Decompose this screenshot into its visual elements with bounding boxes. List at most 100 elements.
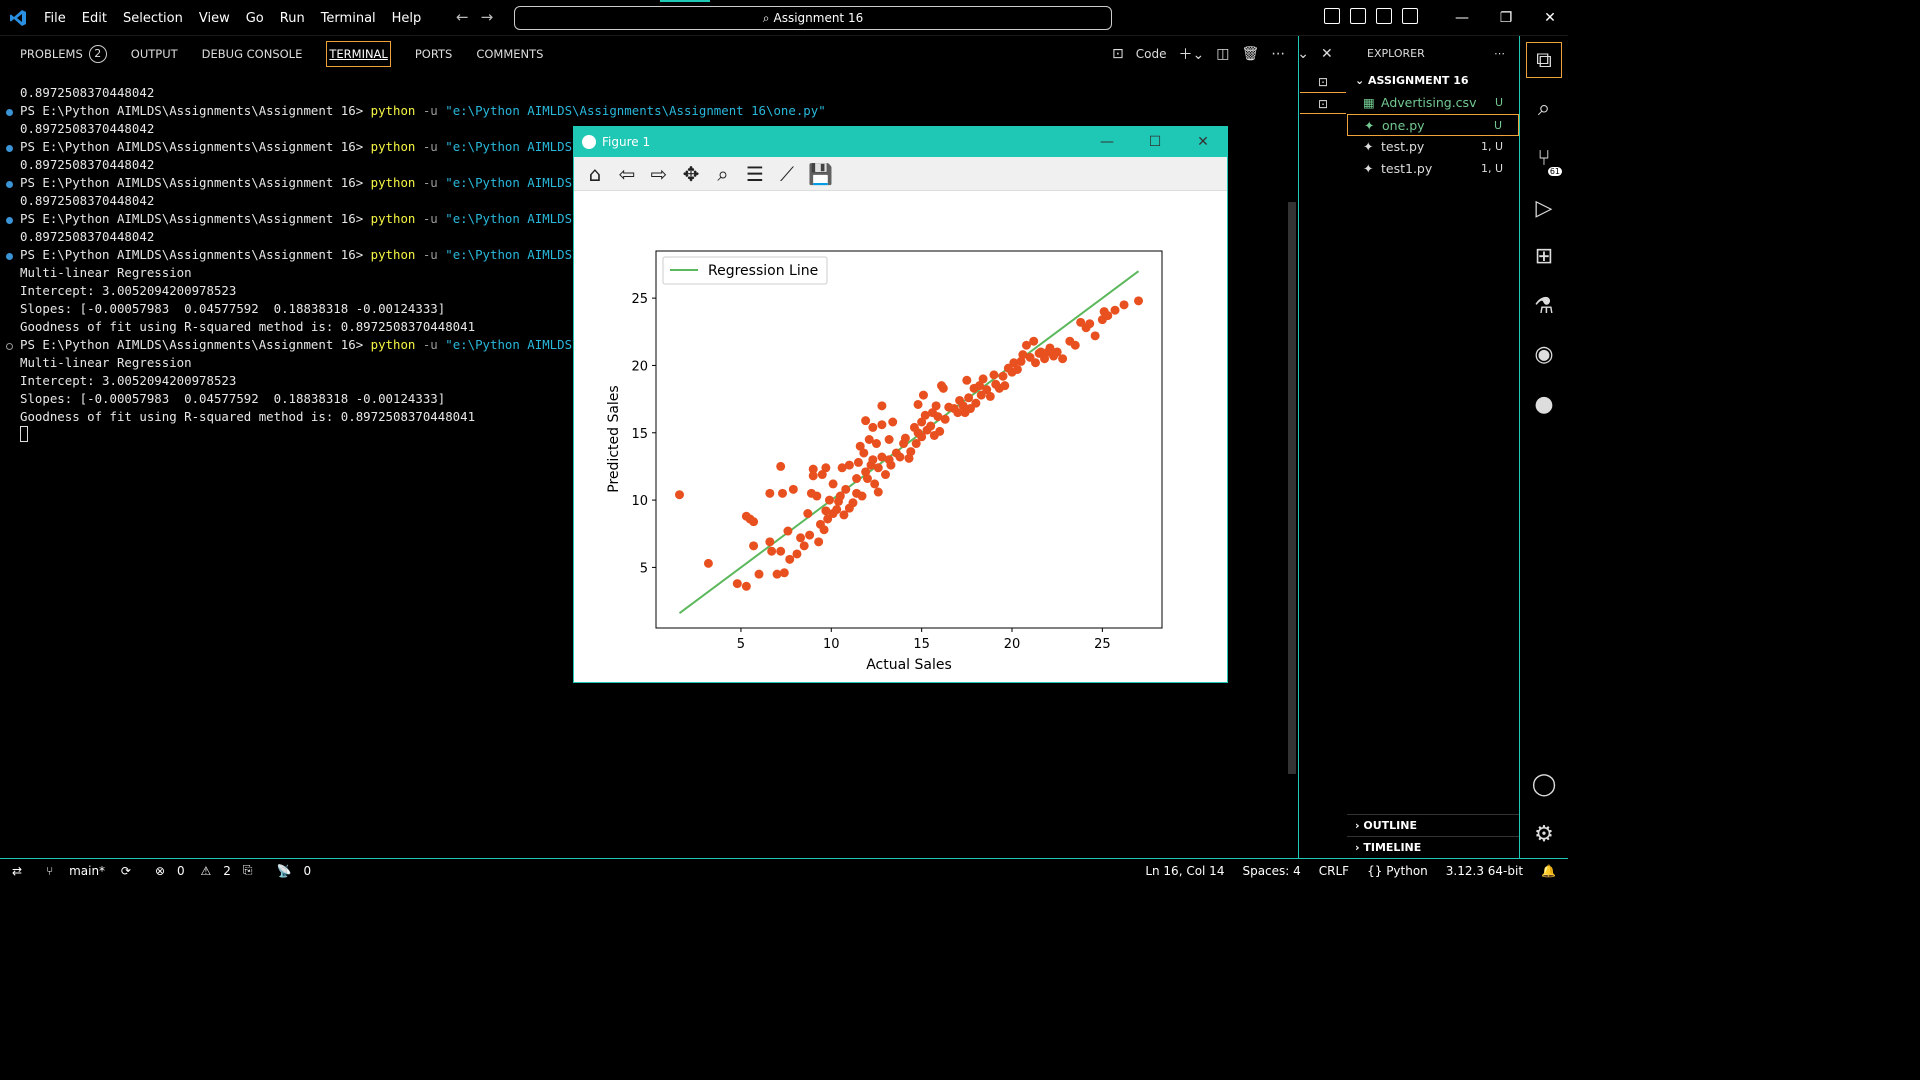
back-arrow-icon[interactable]: ← (456, 8, 481, 26)
customize-layout-icon[interactable] (1402, 8, 1418, 24)
cursor-position[interactable]: Ln 16, Col 14 (1145, 864, 1225, 878)
menu-help[interactable]: Help (391, 10, 422, 26)
menu-edit[interactable]: Edit (81, 10, 107, 26)
scatter-point (918, 390, 928, 400)
command-decoration-icon[interactable] (6, 253, 13, 260)
terminal-name[interactable]: Code (1135, 47, 1167, 61)
tab-problems[interactable]: PROBLEMS 2 (20, 41, 107, 67)
language-mode[interactable]: {} Python (1367, 864, 1428, 878)
menu-run[interactable]: Run (279, 10, 305, 26)
command-center[interactable]: ⌕ Assignment 16 (514, 6, 1112, 30)
toggle-secondary-sidebar-icon[interactable] (1376, 8, 1392, 24)
forward-icon[interactable]: ⇨ (650, 161, 668, 186)
indentation[interactable]: Spaces: 4 (1242, 864, 1301, 878)
forward-arrow-icon[interactable]: → (480, 8, 506, 26)
home-icon[interactable]: ⌂ (588, 161, 602, 186)
close-icon[interactable]: ✕ (1544, 10, 1556, 26)
remote-icon[interactable]: ⇄ (12, 863, 23, 878)
notifications-bell-icon[interactable]: 🔔 (1541, 864, 1556, 878)
toggle-primary-sidebar-icon[interactable] (1324, 8, 1340, 24)
panel-actions: ⊡ Code ＋⌄ ◫ 🗑 ⋯ ⌄ ✕ (1112, 44, 1333, 64)
command-decoration-icon[interactable] (6, 217, 13, 224)
terminal-line: Intercept: 3.0052094200978523 (20, 373, 237, 388)
search-icon: ⌕ (762, 10, 770, 25)
folder-root[interactable]: ⌄ ASSIGNMENT 16 (1347, 70, 1519, 92)
tab-comments[interactable]: COMMENTS (476, 41, 543, 67)
settings-gear-icon[interactable]: ⚙ (1534, 821, 1554, 847)
zoom-icon[interactable]: ⌕ (717, 161, 729, 186)
restore-icon[interactable]: ❐ (1499, 10, 1513, 26)
scatter-point (778, 488, 787, 498)
terminal-instance-1-icon[interactable]: ⊡ (1317, 75, 1329, 89)
figure-maximize-icon[interactable]: ☐ (1148, 134, 1162, 150)
new-terminal-icon[interactable]: ＋⌄ (1178, 47, 1205, 63)
back-icon[interactable]: ⇦ (618, 161, 636, 186)
extensions-icon[interactable]: ⊞ (1534, 243, 1554, 269)
ports-item[interactable]: 📡 0 (265, 864, 312, 878)
terminal-command-line: PS E:\Python AIMLDS\Assignments\Assignme… (20, 174, 580, 192)
run-debug-icon[interactable]: ▷ (1535, 195, 1553, 221)
search-icon[interactable]: ⌕ (1537, 95, 1551, 121)
command-decoration-icon[interactable] (6, 145, 13, 152)
figure-minimize-icon[interactable]: — (1100, 134, 1114, 150)
minimize-icon[interactable]: — (1455, 10, 1469, 26)
chevron-right-icon: › (1355, 841, 1364, 854)
terminal-scrollbar[interactable] (1288, 202, 1296, 774)
menu-file[interactable]: File (44, 10, 66, 26)
source-control-icon[interactable]: ⑂ 61 (1537, 145, 1562, 176)
terminal-instance-2-icon[interactable]: ⊡ (1300, 92, 1346, 114)
tab-debug-console[interactable]: DEBUG CONSOLE (202, 41, 303, 67)
chevron-down-icon[interactable]: ⌄ (1297, 46, 1309, 62)
file-item[interactable]: ✦ test.py 1, U (1347, 136, 1519, 158)
trash-icon[interactable]: 🗑 (1241, 46, 1260, 62)
regression-line (678, 270, 1140, 614)
branch-item[interactable]: ⑂ main* ⟳ (34, 864, 131, 878)
tab-ports[interactable]: PORTS (415, 41, 452, 67)
explorer-icon[interactable]: ⧉ (1526, 42, 1562, 78)
terminal-output[interactable]: 0.8972508370448042 PS E:\Python AIMLDS\A… (0, 80, 1290, 860)
figure-close-icon[interactable]: ✕ (1197, 134, 1209, 150)
menu-view[interactable]: View (198, 10, 230, 26)
open-file-icon[interactable]: ⎘ (242, 863, 253, 877)
more-actions-icon[interactable]: ⋯ (1494, 46, 1505, 60)
x-axis-label: Actual Sales (866, 657, 952, 673)
prompt: PS E:\Python AIMLDS\Assignments\Assignme… (20, 337, 371, 352)
file-item[interactable]: ✦ one.py U (1347, 114, 1519, 136)
github-icon[interactable]: ● (1534, 391, 1554, 417)
command: python (370, 103, 416, 118)
command-decoration-icon[interactable] (6, 109, 13, 116)
more-icon[interactable]: ⋯ (1271, 46, 1286, 62)
python-interpreter[interactable]: 3.12.3 64-bit (1445, 864, 1524, 878)
outline-section[interactable]: › OUTLINE (1347, 814, 1519, 836)
close-panel-icon[interactable]: ✕ (1320, 46, 1333, 62)
y-tick-label: 5 (640, 561, 648, 576)
split-terminal-icon[interactable]: ◫ (1216, 46, 1230, 62)
toggle-panel-icon[interactable] (1350, 8, 1366, 24)
scatter-point (765, 488, 775, 498)
line-ending[interactable]: CRLF (1318, 864, 1350, 878)
scatter-point (703, 558, 713, 568)
command-decoration-icon[interactable] (6, 181, 13, 188)
accounts-icon[interactable]: ◯ (1531, 771, 1557, 797)
timeline-section[interactable]: › TIMELINE (1347, 836, 1519, 858)
edit-axis-icon[interactable]: ⟋ (780, 161, 794, 186)
figure-titlebar[interactable]: Figure 1 — ☐ ✕ (574, 127, 1227, 157)
menu-go[interactable]: Go (245, 10, 264, 26)
file-item[interactable]: ✦ test1.py 1, U (1347, 158, 1519, 180)
configure-subplots-icon[interactable]: ☰ (746, 161, 764, 186)
spotify-icon[interactable]: ◉ (1534, 341, 1554, 367)
problems-item[interactable]: ⊗ 0 ⚠ 2 (143, 864, 231, 878)
panel-divider[interactable] (1298, 36, 1299, 858)
tab-output[interactable]: OUTPUT (131, 41, 178, 67)
scatter-point (841, 484, 851, 494)
window-controls: — ❐ ✕ (1440, 0, 1572, 36)
file-item[interactable]: ▦ Advertising.csv U (1347, 92, 1519, 114)
tab-terminal[interactable]: TERMINAL (326, 41, 391, 67)
testing-icon[interactable]: ⚗ (1534, 293, 1554, 319)
pan-icon[interactable]: ✥ (682, 161, 700, 186)
menu-terminal[interactable]: Terminal (320, 10, 376, 26)
menu-selection[interactable]: Selection (122, 10, 183, 26)
save-icon[interactable]: 💾 (808, 161, 833, 186)
scatter-point (837, 463, 847, 473)
command-decoration-icon[interactable] (6, 343, 13, 350)
